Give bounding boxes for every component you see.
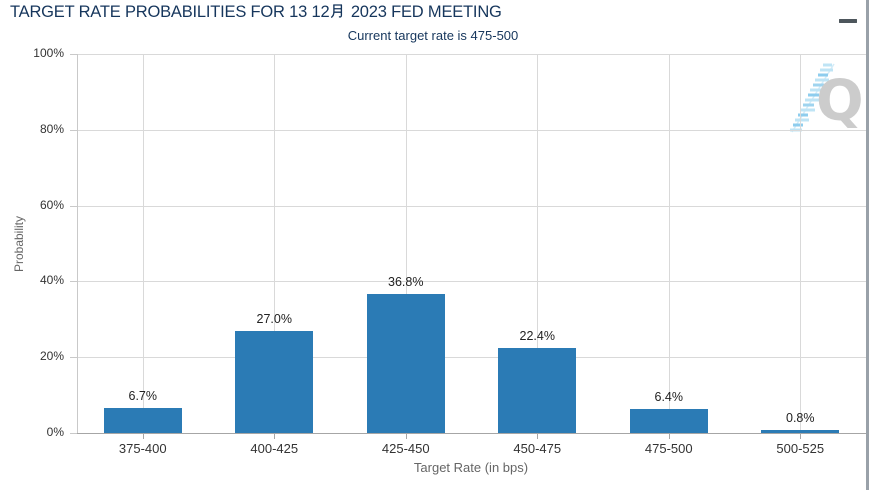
y-axis-line bbox=[77, 54, 78, 433]
y-tick-mark bbox=[70, 129, 77, 131]
bar-400-425[interactable] bbox=[235, 331, 314, 433]
x-gridline bbox=[800, 54, 802, 433]
cjk-month-glyph bbox=[331, 4, 343, 18]
chart-title-text-suffix: 2023 FED MEETING bbox=[346, 3, 502, 21]
bar-value-label: 22.4% bbox=[519, 329, 555, 343]
x-tick-label: 450-475 bbox=[513, 441, 562, 456]
y-tick-mark bbox=[70, 54, 77, 55]
y-tick-label: 0% bbox=[46, 425, 64, 439]
y-tick-mark bbox=[70, 433, 77, 434]
y-axis-title: Probability bbox=[12, 215, 26, 273]
bar-value-label: 36.8% bbox=[388, 275, 424, 289]
x-gridline bbox=[142, 54, 144, 433]
x-tick-mark bbox=[405, 434, 407, 439]
x-gridline bbox=[668, 54, 670, 433]
chart-title-text-prefix: TARGET RATE PROBABILITIES FOR 13 12 bbox=[10, 3, 330, 21]
y-tick-label: 80% bbox=[39, 121, 64, 136]
x-tick-label: 500-525 bbox=[776, 441, 825, 456]
x-gridline bbox=[274, 54, 276, 433]
y-tick-label: 20% bbox=[39, 349, 64, 364]
bar-475-500[interactable] bbox=[629, 409, 708, 433]
x-gridline bbox=[537, 54, 539, 433]
bar-425-450[interactable] bbox=[366, 294, 445, 433]
x-tick-label: 400-425 bbox=[250, 441, 299, 456]
x-axis-line bbox=[77, 433, 867, 434]
x-tick-label: 425-450 bbox=[381, 441, 430, 456]
x-tick-mark bbox=[668, 434, 670, 439]
y-tick-mark bbox=[70, 205, 77, 207]
y-gridline bbox=[77, 54, 866, 55]
x-tick-mark bbox=[274, 434, 276, 439]
x-tick-label: 475-500 bbox=[644, 441, 693, 456]
y-gridline bbox=[77, 281, 866, 283]
bar-value-label: 27.0% bbox=[256, 312, 292, 326]
bar-450-475[interactable] bbox=[498, 348, 577, 433]
chart-title: TARGET RATE PROBABILITIES FOR 13 12 2023… bbox=[10, 3, 502, 22]
x-tick-label: 375-400 bbox=[118, 441, 167, 456]
chart-subtitle: Current target rate is 475-500 bbox=[347, 28, 519, 43]
x-tick-mark bbox=[537, 434, 539, 439]
y-tick-label: 40% bbox=[39, 273, 64, 288]
bar-375-400[interactable] bbox=[103, 408, 182, 433]
x-gridline bbox=[405, 54, 407, 433]
bar-value-label: 6.4% bbox=[654, 390, 684, 404]
x-axis-title: Target Rate (in bps) bbox=[413, 460, 529, 475]
bar-value-label: 0.8% bbox=[786, 411, 815, 425]
y-tick-label: 100% bbox=[33, 46, 64, 60]
menu-button[interactable] bbox=[836, 6, 862, 32]
bar-value-label: 6.7% bbox=[128, 389, 158, 403]
x-tick-mark bbox=[800, 434, 802, 439]
page-right-border bbox=[866, 0, 869, 490]
x-tick-mark bbox=[142, 434, 144, 439]
y-tick-label: 60% bbox=[39, 197, 64, 212]
y-tick-mark bbox=[70, 281, 77, 283]
bar-500-525[interactable] bbox=[761, 430, 840, 433]
y-tick-mark bbox=[70, 357, 77, 359]
y-gridline bbox=[77, 357, 866, 359]
y-gridline bbox=[77, 205, 866, 207]
y-gridline bbox=[77, 129, 866, 131]
